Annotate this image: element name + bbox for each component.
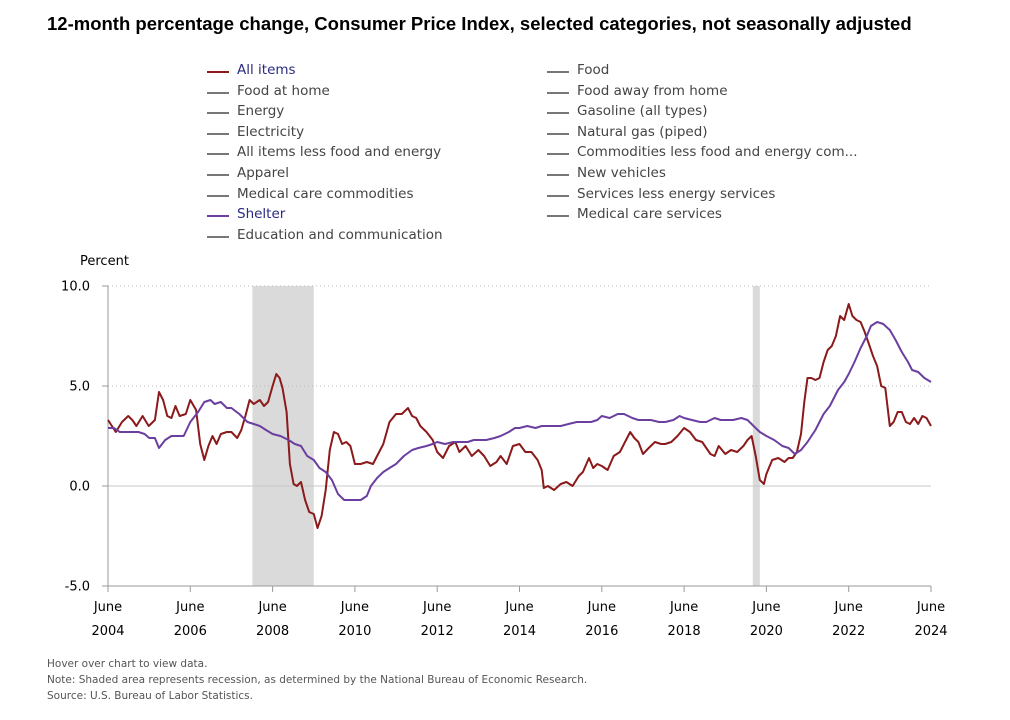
legend-swatch-icon <box>207 71 229 73</box>
legend-label: Food away from home <box>577 82 728 99</box>
legend-swatch-icon <box>547 194 569 197</box>
hover-note: Hover over chart to view data. <box>47 658 208 670</box>
legend-swatch-icon <box>547 174 569 176</box>
x-tick-month: June <box>751 600 780 615</box>
legend-label: Apparel <box>237 165 289 181</box>
axes <box>102 285 932 592</box>
recession-shading <box>252 286 760 586</box>
x-tick-year: 2018 <box>668 624 701 639</box>
x-tick-month: June <box>340 600 369 615</box>
x-tick-month: June <box>504 600 533 615</box>
legend-swatch-icon <box>547 132 569 135</box>
y-tick-label: 10.0 <box>61 280 90 295</box>
legend-swatch-icon <box>207 235 229 238</box>
legend-swatch-icon <box>547 112 569 115</box>
legend-label: Food <box>577 62 610 78</box>
legend-label: New vehicles <box>577 165 666 181</box>
chart-title: 12-month percentage change, Consumer Pri… <box>47 13 912 34</box>
legend-swatch-icon <box>207 194 229 197</box>
x-tick-month: June <box>175 600 204 615</box>
y-tick-label: -5.0 <box>65 580 90 595</box>
x-tick-month: June <box>422 600 451 615</box>
legend-label: Commodities less food and energy com... <box>577 144 858 161</box>
y-tick-label: 0.0 <box>69 480 90 495</box>
legend-label: Gasoline (all types) <box>577 103 708 120</box>
x-tick-year: 2006 <box>174 624 207 639</box>
legend-label: Food at home <box>237 82 330 99</box>
x-tick-month: June <box>834 600 863 615</box>
x-tick-year: 2024 <box>914 624 947 639</box>
recession-note: Note: Shaded area represents recession, … <box>47 674 588 686</box>
x-tick-year: 2020 <box>750 624 783 639</box>
legend-swatch-icon <box>207 112 229 115</box>
series-line-all-items[interactable] <box>107 303 932 529</box>
x-tick-month: June <box>93 600 122 615</box>
legend-swatch-icon <box>547 91 569 94</box>
x-tick-year: 2004 <box>91 624 124 639</box>
x-tick-month: June <box>257 600 286 615</box>
legend-label: Education and communication <box>237 226 443 243</box>
x-tick-month: June <box>587 600 616 615</box>
chart-notes: Hover over chart to view data. Note: Sha… <box>47 656 587 704</box>
x-tick-year: 2014 <box>503 624 536 639</box>
x-tick-year: 2012 <box>421 624 454 639</box>
series-line-shelter[interactable] <box>108 321 932 501</box>
legend-label: All items <box>237 62 296 78</box>
gridlines <box>108 285 931 487</box>
legend-label: Electricity <box>237 123 305 140</box>
x-tick-year: 2022 <box>832 624 865 639</box>
x-tick-month: June <box>669 600 698 615</box>
legend-label: Medical care services <box>577 206 722 223</box>
x-tick-year: 2016 <box>585 624 618 639</box>
legend-label: Medical care commodities <box>237 185 414 202</box>
legend-swatch-icon <box>207 153 229 156</box>
legend-label: Natural gas (piped) <box>577 123 708 140</box>
legend-label: All items less food and energy <box>237 144 442 161</box>
y-tick-label: 5.0 <box>69 380 90 395</box>
y-axis-label: Percent <box>80 254 129 269</box>
legend-swatch-icon <box>547 153 569 156</box>
legend-swatch-icon <box>547 71 569 73</box>
legend-swatch-icon <box>207 215 229 218</box>
x-tick-month: June <box>916 600 945 615</box>
legend-swatch-icon <box>207 132 229 135</box>
legend-label: Energy <box>237 103 285 120</box>
x-tick-year: 2010 <box>338 624 371 639</box>
series-lines[interactable] <box>107 303 932 529</box>
recession-band <box>752 286 760 586</box>
legend-label: Services less energy services <box>577 185 776 202</box>
legend-swatch-icon <box>207 91 229 94</box>
recession-band <box>252 286 314 586</box>
tick-labels: 10.05.00.0-5.0June2004June2006June2008Ju… <box>61 280 948 640</box>
legend-swatch-icon <box>547 215 569 218</box>
legend-swatch-icon <box>207 174 229 176</box>
x-tick-year: 2008 <box>256 624 289 639</box>
legend-label: Shelter <box>237 206 286 223</box>
source-note: Source: U.S. Bureau of Labor Statistics. <box>47 690 253 702</box>
